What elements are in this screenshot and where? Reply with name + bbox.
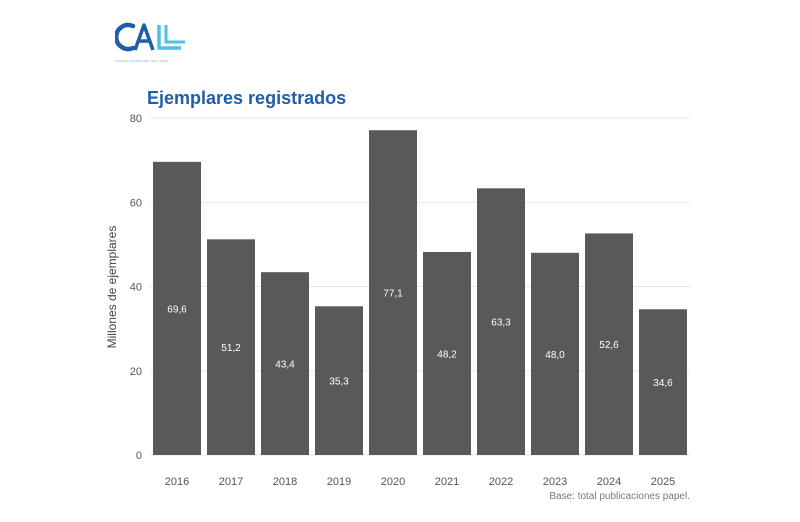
x-tick-label: 2022 xyxy=(489,476,513,488)
y-tick-label: 40 xyxy=(130,282,142,294)
bar xyxy=(261,272,309,455)
x-tick-label: 2025 xyxy=(651,476,675,488)
y-tick-label: 80 xyxy=(130,113,142,125)
bar xyxy=(639,309,687,455)
chart-title: Ejemplares registrados xyxy=(147,88,347,108)
bar-value-label: 69,6 xyxy=(167,304,187,315)
logo-caption: CÁMARA ARGENTINA DEL LIBRO xyxy=(115,59,169,63)
logo-a-shape xyxy=(133,23,155,51)
logo-l-shape-2 xyxy=(164,25,185,44)
bar-value-label: 63,3 xyxy=(491,318,511,329)
x-tick-label: 2021 xyxy=(435,476,459,488)
x-tick-label: 2017 xyxy=(219,476,243,488)
bar-value-label: 48,2 xyxy=(437,349,457,360)
x-tick-label: 2020 xyxy=(381,476,405,488)
bar-value-label: 52,6 xyxy=(599,340,619,351)
bar xyxy=(369,130,417,455)
logo-l-shape-1 xyxy=(157,25,181,50)
bar-value-label: 48,0 xyxy=(545,350,565,361)
bar xyxy=(153,161,201,455)
bar-value-label: 35,3 xyxy=(329,377,349,388)
bar-value-label: 34,6 xyxy=(653,378,673,389)
bar xyxy=(423,251,471,455)
bar xyxy=(531,252,579,455)
bar-value-label: 77,1 xyxy=(383,289,403,300)
x-tick-label: 2018 xyxy=(273,476,297,488)
x-tick-label: 2024 xyxy=(597,476,621,488)
x-tick-label: 2016 xyxy=(165,476,189,488)
bar xyxy=(477,188,525,455)
y-tick-label: 20 xyxy=(130,366,142,378)
bar xyxy=(207,239,255,455)
logo-c-shape xyxy=(115,22,136,52)
cal-logo xyxy=(115,22,185,52)
bar xyxy=(585,233,633,455)
source-note: Base: total publicaciones papel. xyxy=(549,491,690,502)
bar xyxy=(315,306,363,455)
y-tick-label: 0 xyxy=(136,450,142,462)
bar-value-label: 43,4 xyxy=(275,360,295,371)
x-tick-label: 2019 xyxy=(327,476,351,488)
y-tick-label: 60 xyxy=(130,197,142,209)
bar-value-label: 51,2 xyxy=(221,343,241,354)
x-tick-label: 2023 xyxy=(543,476,567,488)
